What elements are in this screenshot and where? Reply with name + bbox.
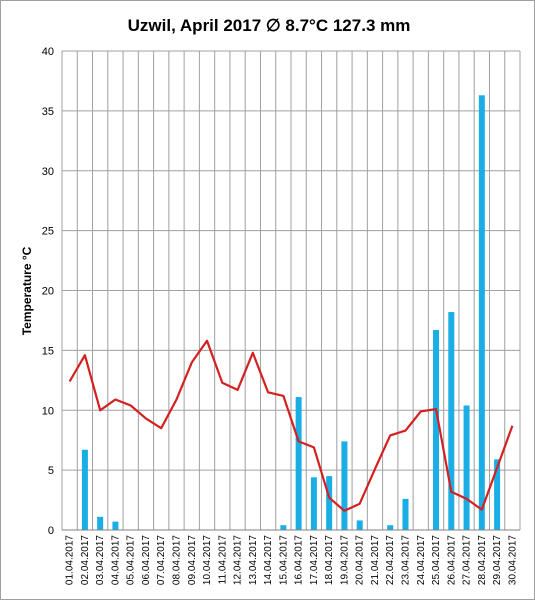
x-tick-label: 20.04.2017	[355, 535, 366, 585]
precip-bar	[494, 459, 501, 530]
chart-title: Uzwil, April 2017 ∅ 8.7°C 127.3 mm	[128, 16, 411, 35]
x-tick-label: 25.04.2017	[431, 535, 442, 585]
y-tick-label: 5	[48, 465, 54, 477]
x-tick-label: 23.04.2017	[401, 535, 412, 585]
x-tick-label: 14.04.2017	[263, 535, 274, 585]
precip-bar	[341, 441, 348, 530]
x-tick-label: 17.04.2017	[309, 535, 320, 585]
grid-layer	[61, 50, 521, 531]
precip-bar	[387, 525, 394, 530]
temperature-line	[68, 339, 514, 512]
x-tick-label: 09.04.2017	[187, 535, 198, 585]
x-tick-label: 13.04.2017	[248, 535, 259, 585]
x-tick-label: 30.04.2017	[507, 535, 518, 585]
y-tick-label: 0	[48, 525, 54, 537]
y-tick-label: 35	[42, 106, 54, 118]
x-tick-label: 22.04.2017	[385, 535, 396, 585]
bar-layer	[81, 95, 501, 531]
axis-layer: 0 5 10 15 20 25 30 35 40 01.04.2017 02.04.2017 03.0…	[42, 46, 520, 585]
x-tick-label: 10.04.2017	[202, 535, 213, 585]
x-tick-label: 21.04.2017	[370, 535, 381, 585]
x-tick-label: 16.04.2017	[294, 535, 305, 585]
y-tick-label: 10	[42, 405, 54, 417]
x-tick-label: 24.04.2017	[416, 535, 427, 585]
x-tick-label: 11.04.2017	[217, 535, 228, 585]
x-tick-label: 01.04.2017	[65, 535, 76, 585]
x-tick-label: 29.04.2017	[492, 535, 503, 585]
precip-bar	[280, 525, 287, 530]
x-tick-label: 04.04.2017	[110, 535, 121, 585]
precip-bar	[356, 520, 363, 530]
precip-bar	[402, 498, 409, 530]
x-tick-label: 19.04.2017	[339, 535, 350, 585]
precip-bar	[310, 477, 317, 530]
precip-bar	[478, 95, 485, 531]
y-tick-label: 40	[42, 46, 54, 58]
precip-bar	[463, 405, 470, 530]
x-tick-label: 03.04.2017	[95, 535, 106, 585]
x-tick-label: 05.04.2017	[126, 535, 137, 585]
x-tick-label: 15.04.2017	[278, 535, 289, 585]
x-tick-label: 28.04.2017	[477, 535, 488, 585]
x-tick-label: 26.04.2017	[446, 535, 457, 585]
precip-bar	[295, 397, 302, 530]
x-tick-label: 18.04.2017	[324, 535, 335, 585]
x-tick-label: 12.04.2017	[233, 535, 244, 585]
x-tick-label: 06.04.2017	[141, 535, 152, 585]
y-tick-label: 25	[42, 226, 54, 238]
x-tick-label: 27.04.2017	[462, 535, 473, 585]
y-axis-label: Temperature °C	[20, 246, 34, 335]
x-tick-label: 02.04.2017	[80, 535, 91, 585]
y-tick-label: 20	[42, 286, 54, 298]
precip-bar	[81, 449, 88, 530]
precip-bar	[326, 476, 333, 530]
y-tick-label: 30	[42, 166, 54, 178]
precip-bar	[433, 330, 440, 530]
x-tick-label: 07.04.2017	[156, 535, 167, 585]
precip-bar	[97, 516, 104, 530]
y-tick-label: 15	[42, 345, 54, 357]
precip-bar	[448, 312, 455, 530]
line-layer	[68, 339, 514, 512]
x-tick-label: 08.04.2017	[172, 535, 183, 585]
precip-bar	[112, 521, 119, 530]
